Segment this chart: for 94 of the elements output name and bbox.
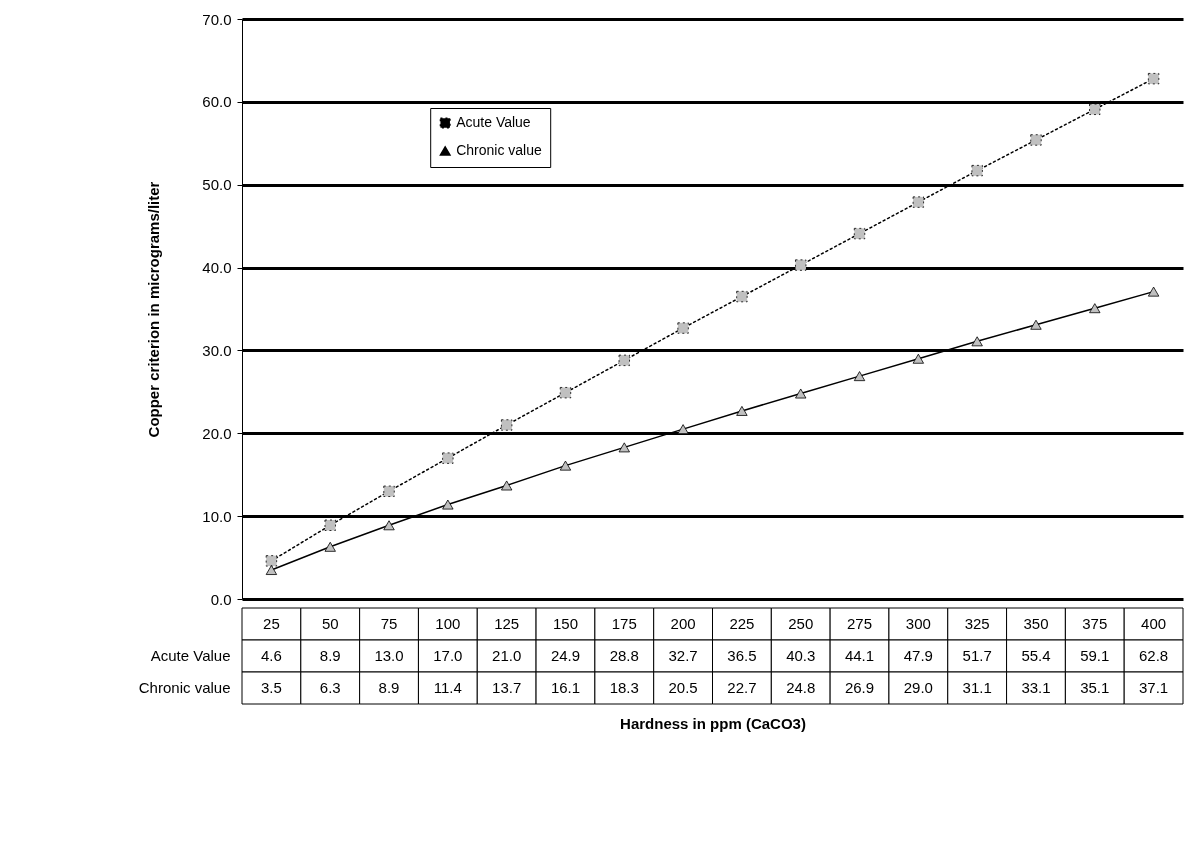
data-label: 24.8 (786, 679, 816, 696)
data-label: 59.1 (1080, 647, 1110, 664)
y-tick-label: 0.0 (210, 590, 232, 608)
y-tick-label: 10.0 (202, 507, 232, 525)
x-tick-label: 200 (670, 615, 696, 632)
data-label: 18.3 (609, 679, 639, 696)
point (736, 290, 748, 303)
y-tick-label: 70.0 (202, 10, 232, 28)
point (559, 460, 572, 471)
x-tick-label: 300 (905, 615, 931, 632)
point (618, 354, 630, 367)
data-label: 3.5 (260, 679, 282, 696)
data-label: 33.1 (1021, 679, 1051, 696)
point (971, 336, 983, 347)
x-tick-label: 175 (611, 615, 637, 632)
x-tick-label: 375 (1082, 615, 1108, 632)
legend-label: Acute Value (456, 114, 531, 130)
x-tick-label: 275 (847, 615, 873, 632)
point (559, 387, 572, 399)
x-tick-label: 325 (964, 615, 990, 632)
legend-label: Chronic value (456, 142, 543, 158)
point (501, 419, 513, 431)
data-label: 13.7 (492, 679, 522, 696)
data-label: 35.1 (1080, 679, 1110, 696)
x-tick-label: 250 (788, 615, 814, 632)
data-label: 11.4 (433, 679, 462, 696)
data-label: 55.4 (1021, 647, 1051, 664)
data-label: 29.0 (903, 679, 933, 696)
point (383, 485, 395, 497)
y-tick-label: 30.0 (202, 341, 232, 359)
data-label: 28.8 (609, 647, 639, 664)
x-tick-label: 350 (1023, 615, 1049, 632)
data-label: 13.0 (374, 647, 404, 664)
text: Hardness in ppm (CaCO3) (620, 714, 806, 732)
point (1147, 73, 1160, 85)
data-label: 44.1 (844, 647, 875, 664)
data-label: 31.1 (962, 679, 992, 696)
data-label: 16.1 (550, 679, 581, 696)
data-label: 36.5 (727, 647, 757, 664)
y-tick-label: 50.0 (202, 176, 232, 194)
x-tick-label: 100 (435, 615, 461, 632)
point (324, 541, 336, 552)
x-tick-label: 400 (1141, 615, 1167, 632)
y-tick-label: 20.0 (202, 424, 232, 442)
point (853, 371, 866, 382)
point (795, 259, 807, 271)
data-label: 8.9 (378, 679, 400, 696)
data-label: 22.7 (727, 679, 757, 696)
point (265, 555, 278, 567)
point (736, 405, 748, 416)
x-tick-label: 150 (552, 615, 578, 632)
point (442, 499, 454, 510)
data-label: 6.3 (319, 679, 341, 696)
x-tick-label: 225 (729, 615, 755, 632)
point (1030, 134, 1042, 146)
point (853, 227, 866, 240)
point (442, 452, 454, 464)
point (912, 353, 924, 364)
data-label: 26.9 (844, 679, 875, 696)
text: Chronic value (138, 679, 231, 696)
data-label: 32.7 (668, 647, 698, 664)
data-label: 62.8 (1138, 647, 1169, 664)
x-tick-label: 50 (321, 615, 339, 632)
data-label: 24.9 (550, 647, 581, 664)
data-label: 37.1 (1138, 679, 1169, 696)
point (501, 480, 513, 491)
data-label: 4.6 (260, 647, 282, 664)
text: Acute Value (150, 647, 231, 664)
point (677, 322, 689, 334)
data-label: 20.5 (668, 679, 698, 696)
point (383, 520, 395, 531)
point (618, 442, 630, 453)
point (912, 196, 924, 208)
point (1089, 303, 1101, 314)
data-label: 17.0 (433, 647, 463, 664)
point (1089, 103, 1101, 115)
data-label: 21.0 (492, 647, 522, 664)
data-label: 8.9 (319, 647, 341, 664)
y-tick-label: 60.0 (202, 93, 232, 111)
point (1030, 319, 1042, 330)
point (795, 388, 807, 399)
point (265, 565, 278, 575)
point (1147, 286, 1160, 297)
data-label: 51.7 (962, 647, 992, 664)
x-tick-label: 25 (263, 615, 280, 632)
x-tick-label: 125 (494, 615, 520, 632)
data-label: 40.3 (786, 647, 816, 664)
point (971, 164, 983, 177)
point (677, 424, 689, 435)
y-tick-label: 40.0 (202, 259, 232, 277)
y-axis-title: Copper criterion in micrograms/liter (145, 181, 163, 438)
point (324, 519, 336, 531)
data-label: 47.9 (903, 647, 933, 664)
x-tick-label: 75 (380, 615, 398, 632)
